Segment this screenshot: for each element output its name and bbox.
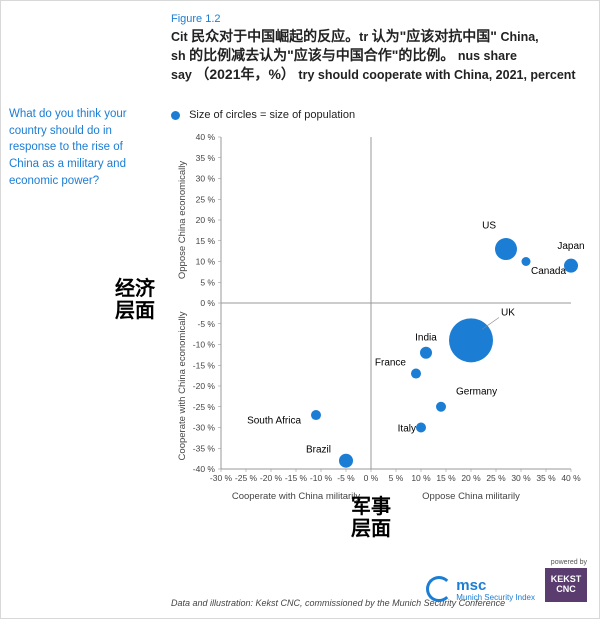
svg-text:经济: 经济 (115, 276, 156, 300)
svg-text:Japan: Japan (557, 241, 584, 252)
msc-logo: msc Munich Security Index (426, 576, 535, 602)
svg-text:10 %: 10 % (196, 257, 216, 267)
svg-text:15 %: 15 % (436, 473, 456, 483)
svg-text:Germany: Germany (456, 386, 497, 397)
svg-text:30 %: 30 % (511, 473, 531, 483)
svg-text:层面: 层面 (351, 518, 391, 540)
svg-text:-15 %: -15 % (285, 473, 308, 483)
svg-text:Oppose China economically: Oppose China economically (177, 161, 188, 280)
scatter-chart: -40 %-35 %-30 %-25 %-20 %-15 %-10 %-5 %0… (171, 131, 581, 531)
svg-text:25 %: 25 % (486, 473, 506, 483)
svg-text:-5 %: -5 % (337, 473, 355, 483)
svg-text:-10 %: -10 % (193, 340, 216, 350)
svg-text:10 %: 10 % (411, 473, 431, 483)
svg-text:Brazil: Brazil (306, 444, 331, 455)
figure-title: Cit 民众对于中国崛起的反应。tr 认为"应该对抗中国" China, sh … (171, 27, 589, 84)
svg-text:5 %: 5 % (389, 473, 404, 483)
figure-number: Figure 1.2 (171, 13, 221, 25)
svg-text:0 %: 0 % (364, 473, 379, 483)
logo-block: msc Munich Security Index powered by KEK… (426, 559, 587, 602)
svg-text:25 %: 25 % (196, 194, 216, 204)
svg-text:Cooperate with China economica: Cooperate with China economically (177, 311, 188, 460)
survey-question: What do you think your country should do… (9, 106, 149, 189)
svg-text:Oppose China militarily: Oppose China militarily (422, 491, 520, 502)
svg-text:Italy: Italy (398, 424, 416, 435)
svg-text:20 %: 20 % (196, 215, 216, 225)
svg-text:-20 %: -20 % (260, 473, 283, 483)
svg-text:15 %: 15 % (196, 236, 216, 246)
svg-text:India: India (415, 332, 437, 343)
kekst-logo: KEKST CNC (545, 568, 587, 602)
svg-text:30 %: 30 % (196, 174, 216, 184)
svg-text:5 %: 5 % (200, 277, 215, 287)
svg-text:军事: 军事 (351, 494, 391, 518)
svg-text:-5 %: -5 % (198, 319, 216, 329)
svg-text:35 %: 35 % (536, 473, 556, 483)
svg-text:-10 %: -10 % (310, 473, 333, 483)
svg-text:40 %: 40 % (561, 473, 581, 483)
svg-text:-35 %: -35 % (193, 443, 216, 453)
msc-ring-icon (426, 576, 452, 602)
svg-text:UK: UK (501, 307, 515, 318)
svg-text:France: France (375, 357, 407, 368)
size-legend: Size of circles = size of population (171, 109, 355, 121)
svg-text:-20 %: -20 % (193, 381, 216, 391)
svg-text:0 %: 0 % (200, 298, 215, 308)
svg-text:20 %: 20 % (461, 473, 481, 483)
svg-text:Canada: Canada (531, 266, 566, 277)
svg-text:-30 %: -30 % (193, 423, 216, 433)
svg-text:Cooperate with China militaril: Cooperate with China militarily (232, 491, 361, 502)
legend-dot-icon (171, 111, 180, 120)
svg-text:US: US (482, 220, 496, 231)
svg-text:-15 %: -15 % (193, 360, 216, 370)
svg-text:-25 %: -25 % (193, 402, 216, 412)
svg-text:40 %: 40 % (196, 132, 216, 142)
svg-text:35 %: 35 % (196, 153, 216, 163)
svg-text:层面: 层面 (115, 300, 155, 322)
svg-text:South Africa: South Africa (247, 415, 301, 426)
svg-text:-30 %: -30 % (210, 473, 233, 483)
svg-text:-25 %: -25 % (235, 473, 258, 483)
